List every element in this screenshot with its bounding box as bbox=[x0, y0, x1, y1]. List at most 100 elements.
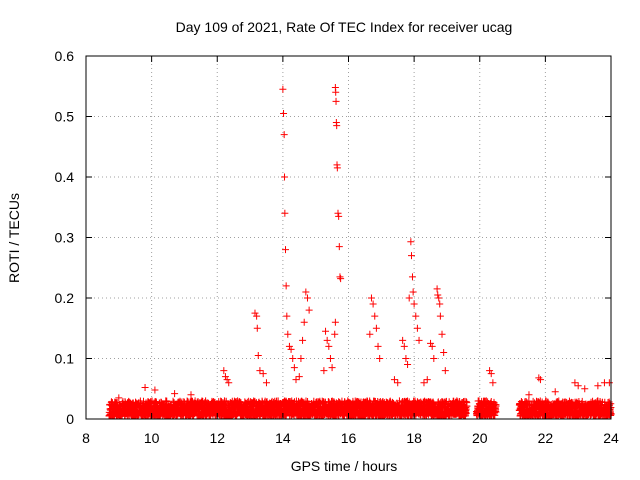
data-point bbox=[441, 367, 449, 375]
data-point bbox=[436, 312, 444, 320]
data-point bbox=[605, 379, 613, 387]
data-point bbox=[491, 407, 499, 415]
data-point bbox=[433, 285, 441, 293]
data-point bbox=[290, 364, 298, 372]
grid-lines bbox=[86, 56, 611, 419]
data-point bbox=[253, 312, 261, 320]
data-point bbox=[253, 324, 261, 332]
y-tick-label: 0.1 bbox=[55, 351, 75, 367]
data-point bbox=[535, 374, 543, 382]
data-point bbox=[399, 336, 407, 344]
data-point bbox=[281, 209, 289, 217]
y-tick-label: 0 bbox=[66, 411, 74, 427]
data-point bbox=[299, 336, 307, 344]
data-point bbox=[326, 355, 334, 362]
data-point bbox=[262, 379, 270, 387]
data-point bbox=[305, 306, 313, 314]
x-tick-label: 18 bbox=[406, 430, 422, 446]
data-point bbox=[285, 342, 293, 350]
data-point bbox=[408, 252, 415, 260]
data-point bbox=[280, 109, 288, 117]
data-point bbox=[428, 342, 436, 350]
data-point bbox=[325, 342, 333, 350]
data-point bbox=[289, 355, 297, 362]
data-point bbox=[390, 376, 398, 384]
data-point bbox=[571, 379, 579, 387]
data-point bbox=[337, 275, 345, 283]
data-point bbox=[415, 336, 423, 344]
data-point bbox=[332, 97, 340, 105]
data-point bbox=[430, 355, 438, 362]
data-point bbox=[369, 300, 377, 308]
x-tick-label: 22 bbox=[538, 430, 554, 446]
data-point bbox=[256, 367, 264, 375]
data-point bbox=[438, 330, 446, 338]
data-point bbox=[331, 318, 339, 326]
data-point bbox=[333, 164, 341, 172]
data-point bbox=[284, 330, 292, 338]
data-point bbox=[440, 348, 448, 356]
data-point bbox=[551, 388, 559, 396]
data-point bbox=[423, 376, 431, 384]
y-tick-label: 0.6 bbox=[55, 48, 75, 64]
data-point bbox=[251, 309, 259, 317]
x-tick-label: 12 bbox=[209, 430, 225, 446]
data-point bbox=[320, 367, 328, 375]
data-point bbox=[225, 379, 233, 387]
data-point bbox=[141, 384, 149, 392]
data-point bbox=[410, 300, 418, 308]
data-point bbox=[333, 122, 341, 130]
y-tick-label: 0.2 bbox=[55, 290, 75, 306]
data-point bbox=[581, 385, 589, 393]
y-tick-label: 0.4 bbox=[55, 169, 75, 185]
data-point bbox=[463, 402, 471, 410]
data-point bbox=[367, 294, 375, 302]
x-tick-label: 10 bbox=[144, 430, 160, 446]
data-point bbox=[492, 401, 500, 409]
y-axis-label: ROTI / TECUs bbox=[6, 193, 22, 283]
data-point bbox=[374, 342, 382, 350]
data-point bbox=[115, 394, 123, 402]
x-tick-label: 20 bbox=[472, 430, 488, 446]
data-point bbox=[408, 273, 416, 281]
data-point bbox=[435, 294, 443, 302]
data-point bbox=[322, 327, 330, 335]
data-point bbox=[282, 282, 290, 290]
data-point bbox=[574, 382, 582, 390]
data-point bbox=[292, 376, 300, 384]
x-tick-label: 24 bbox=[603, 430, 619, 446]
data-point bbox=[280, 131, 288, 139]
data-point bbox=[434, 291, 442, 299]
data-points bbox=[105, 83, 615, 420]
data-point bbox=[279, 85, 287, 93]
data-point bbox=[323, 336, 331, 344]
data-point bbox=[303, 294, 311, 302]
data-point bbox=[372, 324, 380, 332]
data-point bbox=[281, 173, 289, 181]
data-point bbox=[332, 88, 340, 96]
data-point bbox=[462, 409, 470, 417]
y-tick-label: 0.3 bbox=[55, 230, 75, 246]
data-point bbox=[223, 376, 231, 384]
data-point bbox=[331, 330, 339, 338]
data-point bbox=[525, 391, 533, 399]
data-point bbox=[297, 355, 305, 362]
data-point bbox=[335, 243, 343, 251]
data-point bbox=[489, 379, 497, 387]
data-point bbox=[400, 342, 408, 350]
data-point bbox=[328, 364, 336, 372]
data-point bbox=[427, 339, 435, 347]
data-point bbox=[420, 379, 428, 387]
data-point bbox=[283, 312, 291, 320]
data-point bbox=[376, 355, 384, 362]
data-point bbox=[302, 288, 310, 296]
data-point bbox=[259, 370, 267, 378]
axis-ticks: 8 10 12 14 16 18 20 22 24 0 0.1 0.2 0.3 0.4 0.5 0.6 bbox=[55, 48, 619, 446]
data-point bbox=[334, 209, 342, 217]
x-axis-label: GPS time / hours bbox=[291, 458, 398, 474]
data-point bbox=[404, 361, 412, 369]
data-point bbox=[254, 351, 262, 359]
y-tick-label: 0.5 bbox=[55, 109, 75, 125]
data-point bbox=[405, 294, 413, 302]
